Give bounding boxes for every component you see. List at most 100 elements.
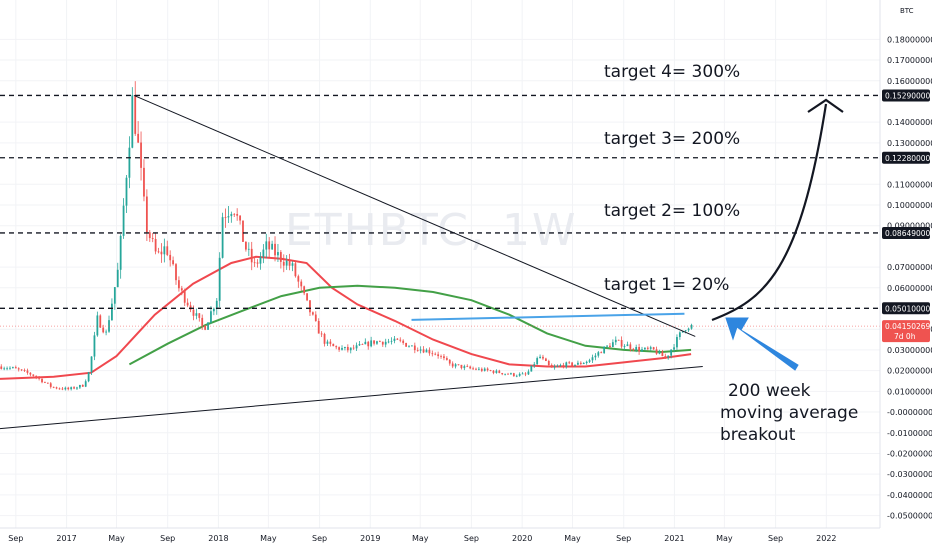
- candle-body[interactable]: [274, 243, 276, 256]
- candle-body[interactable]: [600, 352, 603, 354]
- ascending-trendline[interactable]: [0, 365, 703, 430]
- candle-body[interactable]: [35, 375, 38, 378]
- candle-body[interactable]: [189, 305, 192, 310]
- candle-body[interactable]: [335, 346, 338, 348]
- time-axis[interactable]: Sep 2017 May Sep 2018 May Sep 2019 May Sep 2020 May…: [0, 527, 932, 550]
- candle-body[interactable]: [498, 370, 501, 374]
- candle-body[interactable]: [571, 362, 574, 366]
- candle-body[interactable]: [279, 252, 282, 262]
- candle-body[interactable]: [399, 339, 402, 341]
- candle-body[interactable]: [445, 358, 448, 360]
- candle-body[interactable]: [183, 290, 186, 303]
- candle-body[interactable]: [73, 387, 75, 389]
- candle-body[interactable]: [527, 371, 530, 375]
- candle-body[interactable]: [154, 238, 157, 252]
- candle-body[interactable]: [160, 251, 163, 255]
- candle-body[interactable]: [145, 196, 148, 233]
- candle-body[interactable]: [166, 246, 169, 255]
- candle-body[interactable]: [317, 320, 320, 334]
- candle-body[interactable]: [641, 349, 643, 352]
- candle-body[interactable]: [108, 320, 110, 332]
- candle-body[interactable]: [55, 387, 58, 389]
- candle-body[interactable]: [384, 341, 387, 345]
- candle-body[interactable]: [396, 338, 399, 340]
- candle-body[interactable]: [440, 356, 442, 357]
- candle-body[interactable]: [617, 339, 620, 341]
- candle-body[interactable]: [609, 345, 611, 348]
- candle-body[interactable]: [632, 348, 635, 350]
- candle-body[interactable]: [536, 358, 539, 365]
- candle-body[interactable]: [64, 387, 67, 390]
- candle-body[interactable]: [137, 133, 140, 143]
- candle-body[interactable]: [341, 348, 343, 350]
- candle-body[interactable]: [300, 281, 303, 287]
- candle-body[interactable]: [11, 367, 14, 368]
- candle-body[interactable]: [247, 248, 250, 250]
- candle-body[interactable]: [58, 388, 61, 390]
- candle-body[interactable]: [23, 369, 26, 371]
- candle-body[interactable]: [559, 365, 562, 366]
- candle-body[interactable]: [358, 344, 361, 346]
- candle-body[interactable]: [408, 346, 410, 348]
- candle-body[interactable]: [448, 359, 451, 364]
- candle-body[interactable]: [530, 365, 533, 372]
- candle-body[interactable]: [245, 241, 247, 250]
- candle-body[interactable]: [311, 312, 314, 315]
- price-axis[interactable]: 0.18000000 0.17000000 0.16000000 0.14000000…: [879, 0, 932, 550]
- candle-body[interactable]: [684, 330, 687, 332]
- candle-body[interactable]: [218, 257, 221, 301]
- candle-body[interactable]: [122, 205, 125, 236]
- candle-body[interactable]: [416, 350, 419, 351]
- candle-body[interactable]: [562, 365, 565, 367]
- candle-body[interactable]: [489, 370, 492, 372]
- candle-body[interactable]: [425, 349, 428, 353]
- candle-body[interactable]: [373, 340, 375, 344]
- candle-body[interactable]: [323, 333, 326, 344]
- candle-body[interactable]: [507, 373, 509, 375]
- candle-body[interactable]: [175, 264, 177, 281]
- candle-body[interactable]: [349, 347, 352, 351]
- candle-body[interactable]: [419, 349, 422, 351]
- trendline-layer[interactable]: [0, 94, 703, 430]
- candle-body[interactable]: [250, 248, 253, 263]
- candle-body[interactable]: [99, 315, 102, 328]
- candle-body[interactable]: [297, 276, 300, 282]
- candle-body[interactable]: [0, 366, 3, 369]
- candle-body[interactable]: [582, 362, 585, 364]
- candle-body[interactable]: [568, 362, 571, 364]
- candle-body[interactable]: [259, 256, 262, 264]
- candle-body[interactable]: [466, 366, 469, 367]
- candle-body[interactable]: [381, 341, 384, 345]
- candle-body[interactable]: [303, 286, 306, 294]
- candle-body[interactable]: [3, 368, 6, 370]
- candle-body[interactable]: [437, 354, 440, 357]
- candle-body[interactable]: [588, 360, 591, 362]
- candlestick-layer[interactable]: [0, 81, 693, 391]
- candle-body[interactable]: [116, 269, 119, 288]
- candle-body[interactable]: [192, 309, 195, 316]
- candle-body[interactable]: [405, 342, 407, 347]
- candle-body[interactable]: [201, 317, 204, 326]
- pointer-arrow[interactable]: [725, 317, 799, 371]
- candle-body[interactable]: [265, 241, 268, 250]
- candle-body[interactable]: [413, 345, 416, 351]
- candle-body[interactable]: [140, 142, 142, 168]
- candle-body[interactable]: [148, 232, 151, 239]
- candle-body[interactable]: [667, 355, 670, 358]
- candle-body[interactable]: [143, 167, 145, 197]
- candle-body[interactable]: [256, 262, 259, 264]
- candle-body[interactable]: [288, 260, 291, 266]
- candle-body[interactable]: [542, 356, 544, 359]
- candle-body[interactable]: [457, 364, 460, 366]
- candle-body[interactable]: [227, 216, 230, 218]
- candle-body[interactable]: [376, 341, 378, 344]
- candle-body[interactable]: [478, 368, 480, 370]
- candle-body[interactable]: [221, 217, 224, 258]
- candle-body[interactable]: [649, 347, 652, 349]
- candle-body[interactable]: [29, 372, 32, 375]
- candle-body[interactable]: [539, 356, 541, 359]
- candle-body[interactable]: [577, 362, 579, 365]
- candle-body[interactable]: [597, 352, 600, 356]
- descending-trendline[interactable]: [133, 94, 696, 337]
- candle-body[interactable]: [9, 367, 11, 369]
